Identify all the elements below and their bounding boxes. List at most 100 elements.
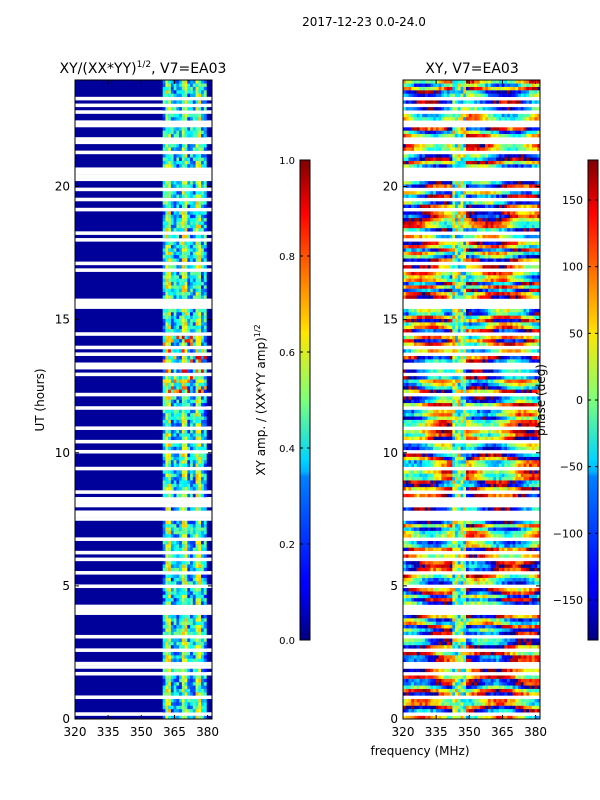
heatmap-cell	[468, 614, 472, 619]
heatmap-cell	[466, 587, 469, 592]
heatmap-cell	[170, 106, 174, 111]
heatmap-cell	[181, 678, 185, 683]
heatmap-cell	[187, 318, 191, 323]
heatmap-cell	[190, 560, 194, 565]
heatmap-cell	[471, 658, 475, 663]
heatmap-cell	[490, 678, 494, 683]
heatmap-cell	[424, 587, 428, 592]
heatmap-cell	[176, 530, 180, 535]
heatmap-cell	[498, 483, 502, 488]
heatmap-cell	[466, 564, 469, 568]
heatmap-cell	[411, 560, 415, 565]
heatmap-cell	[411, 534, 415, 538]
heatmap-cell	[168, 86, 172, 91]
heatmap-cell	[187, 702, 191, 706]
heatmap-cell	[518, 715, 522, 719]
flagged-row	[75, 137, 212, 141]
heatmap-cell	[496, 534, 500, 538]
heatmap-cell	[187, 382, 191, 387]
heatmap-cell	[529, 554, 532, 558]
heatmap-cell	[201, 460, 204, 464]
heatmap-cell	[192, 645, 196, 649]
heatmap-cell	[176, 483, 180, 488]
heatmap-cell	[526, 688, 530, 693]
heatmap-cell	[520, 554, 524, 558]
heatmap-cell	[165, 429, 169, 434]
heatmap-cell	[433, 577, 437, 582]
heatmap-cell	[493, 483, 497, 488]
heatmap-cell	[190, 456, 194, 461]
heatmap-cell	[165, 153, 169, 158]
heatmap-cell	[501, 597, 505, 602]
heatmap-cell	[449, 702, 453, 706]
x-tick-label: 380	[196, 725, 219, 739]
heatmap-cell	[184, 315, 188, 319]
heatmap-cell	[179, 133, 183, 138]
heatmap-cell	[198, 651, 202, 656]
heatmap-cell	[181, 597, 185, 602]
heatmap-cell	[162, 86, 166, 91]
heatmap-cell	[424, 641, 428, 646]
heatmap-cell	[195, 251, 199, 256]
heatmap-cell	[482, 631, 486, 636]
heatmap-cell	[405, 540, 409, 545]
heatmap-cell	[498, 682, 502, 686]
heatmap-cell	[176, 113, 180, 118]
heatmap-cell	[422, 547, 426, 552]
heatmap-cell	[490, 658, 494, 663]
heatmap-cell	[192, 359, 196, 363]
heatmap-cell	[173, 560, 177, 565]
heatmap-cell	[427, 483, 431, 488]
heatmap-cell	[201, 227, 204, 232]
heatmap-cell	[190, 396, 194, 400]
heatmap-cell	[173, 574, 177, 578]
heatmap-cell	[446, 594, 450, 599]
heatmap-cell	[504, 587, 508, 592]
heatmap-cell	[198, 147, 202, 151]
heatmap-cell	[512, 567, 516, 572]
heatmap-cell	[449, 628, 453, 632]
heatmap-cell	[173, 338, 177, 343]
heatmap-cell	[201, 423, 204, 427]
heatmap-cell	[507, 480, 511, 484]
heatmap-cell	[192, 658, 196, 663]
heatmap-cell	[162, 675, 166, 679]
heatmap-cell	[537, 692, 540, 696]
heatmap-cell	[444, 470, 448, 474]
heatmap-cell	[184, 523, 188, 528]
heatmap-cell	[168, 614, 172, 619]
heatmap-cell	[455, 597, 458, 602]
heatmap-cell	[523, 523, 527, 528]
heatmap-cell	[487, 544, 491, 548]
heatmap-cell	[195, 641, 199, 646]
heatmap-cell	[498, 675, 502, 679]
heatmap-cell	[411, 685, 415, 689]
heatmap-cell	[184, 621, 188, 626]
heatmap-cell	[422, 702, 426, 706]
heatmap-cell	[403, 678, 406, 683]
heatmap-cell	[192, 527, 196, 531]
heatmap-cell	[403, 476, 406, 481]
heatmap-cell	[198, 655, 202, 659]
heatmap-cell	[515, 638, 519, 642]
heatmap-cell	[187, 675, 191, 679]
heatmap-cell	[496, 631, 500, 636]
heatmap-cell	[509, 597, 513, 602]
heatmap-cell	[441, 591, 445, 595]
heatmap-cell	[170, 221, 174, 225]
heatmap-cell	[162, 564, 166, 568]
heatmap-cell	[424, 473, 428, 478]
heatmap-cell	[531, 530, 535, 535]
heatmap-cell	[446, 658, 450, 663]
heatmap-cell	[471, 631, 475, 636]
heatmap-cell	[498, 554, 502, 558]
heatmap-cell	[433, 715, 437, 719]
heatmap-cell	[452, 463, 456, 467]
heatmap-cell	[424, 651, 428, 656]
heatmap-cell	[490, 574, 494, 578]
heatmap-cell	[430, 574, 434, 578]
heatmap-cell	[526, 476, 530, 481]
heatmap-cell	[173, 386, 177, 390]
heatmap-cell	[515, 534, 519, 538]
heatmap-cell	[496, 577, 500, 582]
